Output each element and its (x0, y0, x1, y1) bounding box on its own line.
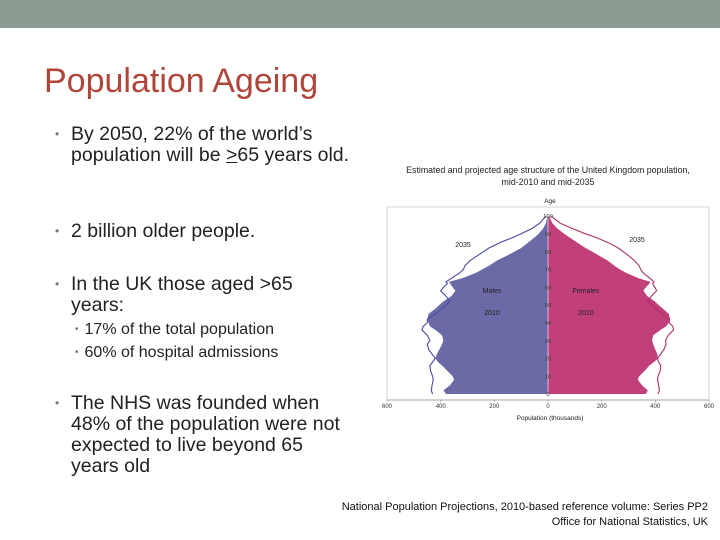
age-tick-label: 30 (545, 339, 551, 345)
chart-title-line1: Estimated and projected age structure of… (406, 165, 690, 175)
females-2035-line (550, 215, 675, 395)
bullet-nhs: • The NHS was founded when 48% of the po… (55, 392, 340, 477)
bullet-older-people: • 2 billion older people. (55, 220, 256, 242)
males-2035-label: 2035 (455, 242, 471, 249)
age-tick-label: 80 (545, 250, 551, 256)
bullet-dot: • (55, 396, 60, 410)
females-2010-area (548, 216, 671, 394)
bullet-text: By 2050, 22% of the world’s population w… (71, 123, 350, 166)
x-axis-label: Population (thousands) (517, 415, 584, 422)
bullet-dot: • (55, 127, 60, 141)
age-tick-label: 10 (545, 374, 551, 380)
x-tick-label: 200 (597, 404, 608, 410)
females-2010-label: 2010 (578, 310, 594, 317)
sub-bullet-population: • 17% of the total population (75, 321, 274, 338)
bullet-dot: • (55, 277, 60, 291)
age-tick-label: 20 (545, 357, 551, 363)
males-2010-label: 2010 (484, 310, 500, 317)
age-tick-label: 90 (545, 232, 551, 238)
males-2035-line (421, 215, 547, 395)
slide-title: Population Ageing (44, 62, 319, 100)
bullet-uk: • In the UK those aged >65 years: (55, 273, 293, 316)
age-tick-label: 50 (545, 303, 551, 309)
bullet-dot: • (55, 224, 60, 238)
source-line-1: National Population Projections, 2010-ba… (341, 501, 708, 513)
x-tick-label: 400 (436, 404, 447, 410)
males-2010-area (427, 216, 548, 394)
females-label: Females (573, 288, 600, 295)
x-tick-label: 0 (546, 404, 550, 410)
age-axis-label: Age (544, 198, 556, 205)
top-bar (0, 0, 720, 28)
females-2035-label: 2035 (629, 237, 645, 244)
x-tick-label: 400 (650, 404, 661, 410)
age-tick-label: 60 (545, 285, 551, 291)
x-tick-label: 600 (382, 404, 393, 410)
age-tick-label: 100 (543, 214, 553, 220)
source-citation: National Population Projections, 2010-ba… (342, 500, 708, 530)
age-tick-label: 0 (546, 392, 549, 398)
males-label: Males (483, 288, 502, 295)
source-line-2: Office for National Statistics, UK (551, 516, 708, 528)
age-tick-label: 70 (545, 268, 551, 274)
population-pyramid-chart: Estimated and projected age structure of… (382, 165, 715, 422)
x-tick-label: 200 (489, 404, 500, 410)
bullet-2050: • By 2050, 22% of the world’s population… (55, 124, 365, 166)
sub-bullet-admissions: • 60% of hospital admissions (75, 344, 279, 361)
x-tick-label: 600 (704, 404, 715, 410)
chart-title-line2: mid-2010 and mid-2035 (502, 177, 595, 187)
age-tick-label: 40 (545, 321, 551, 327)
